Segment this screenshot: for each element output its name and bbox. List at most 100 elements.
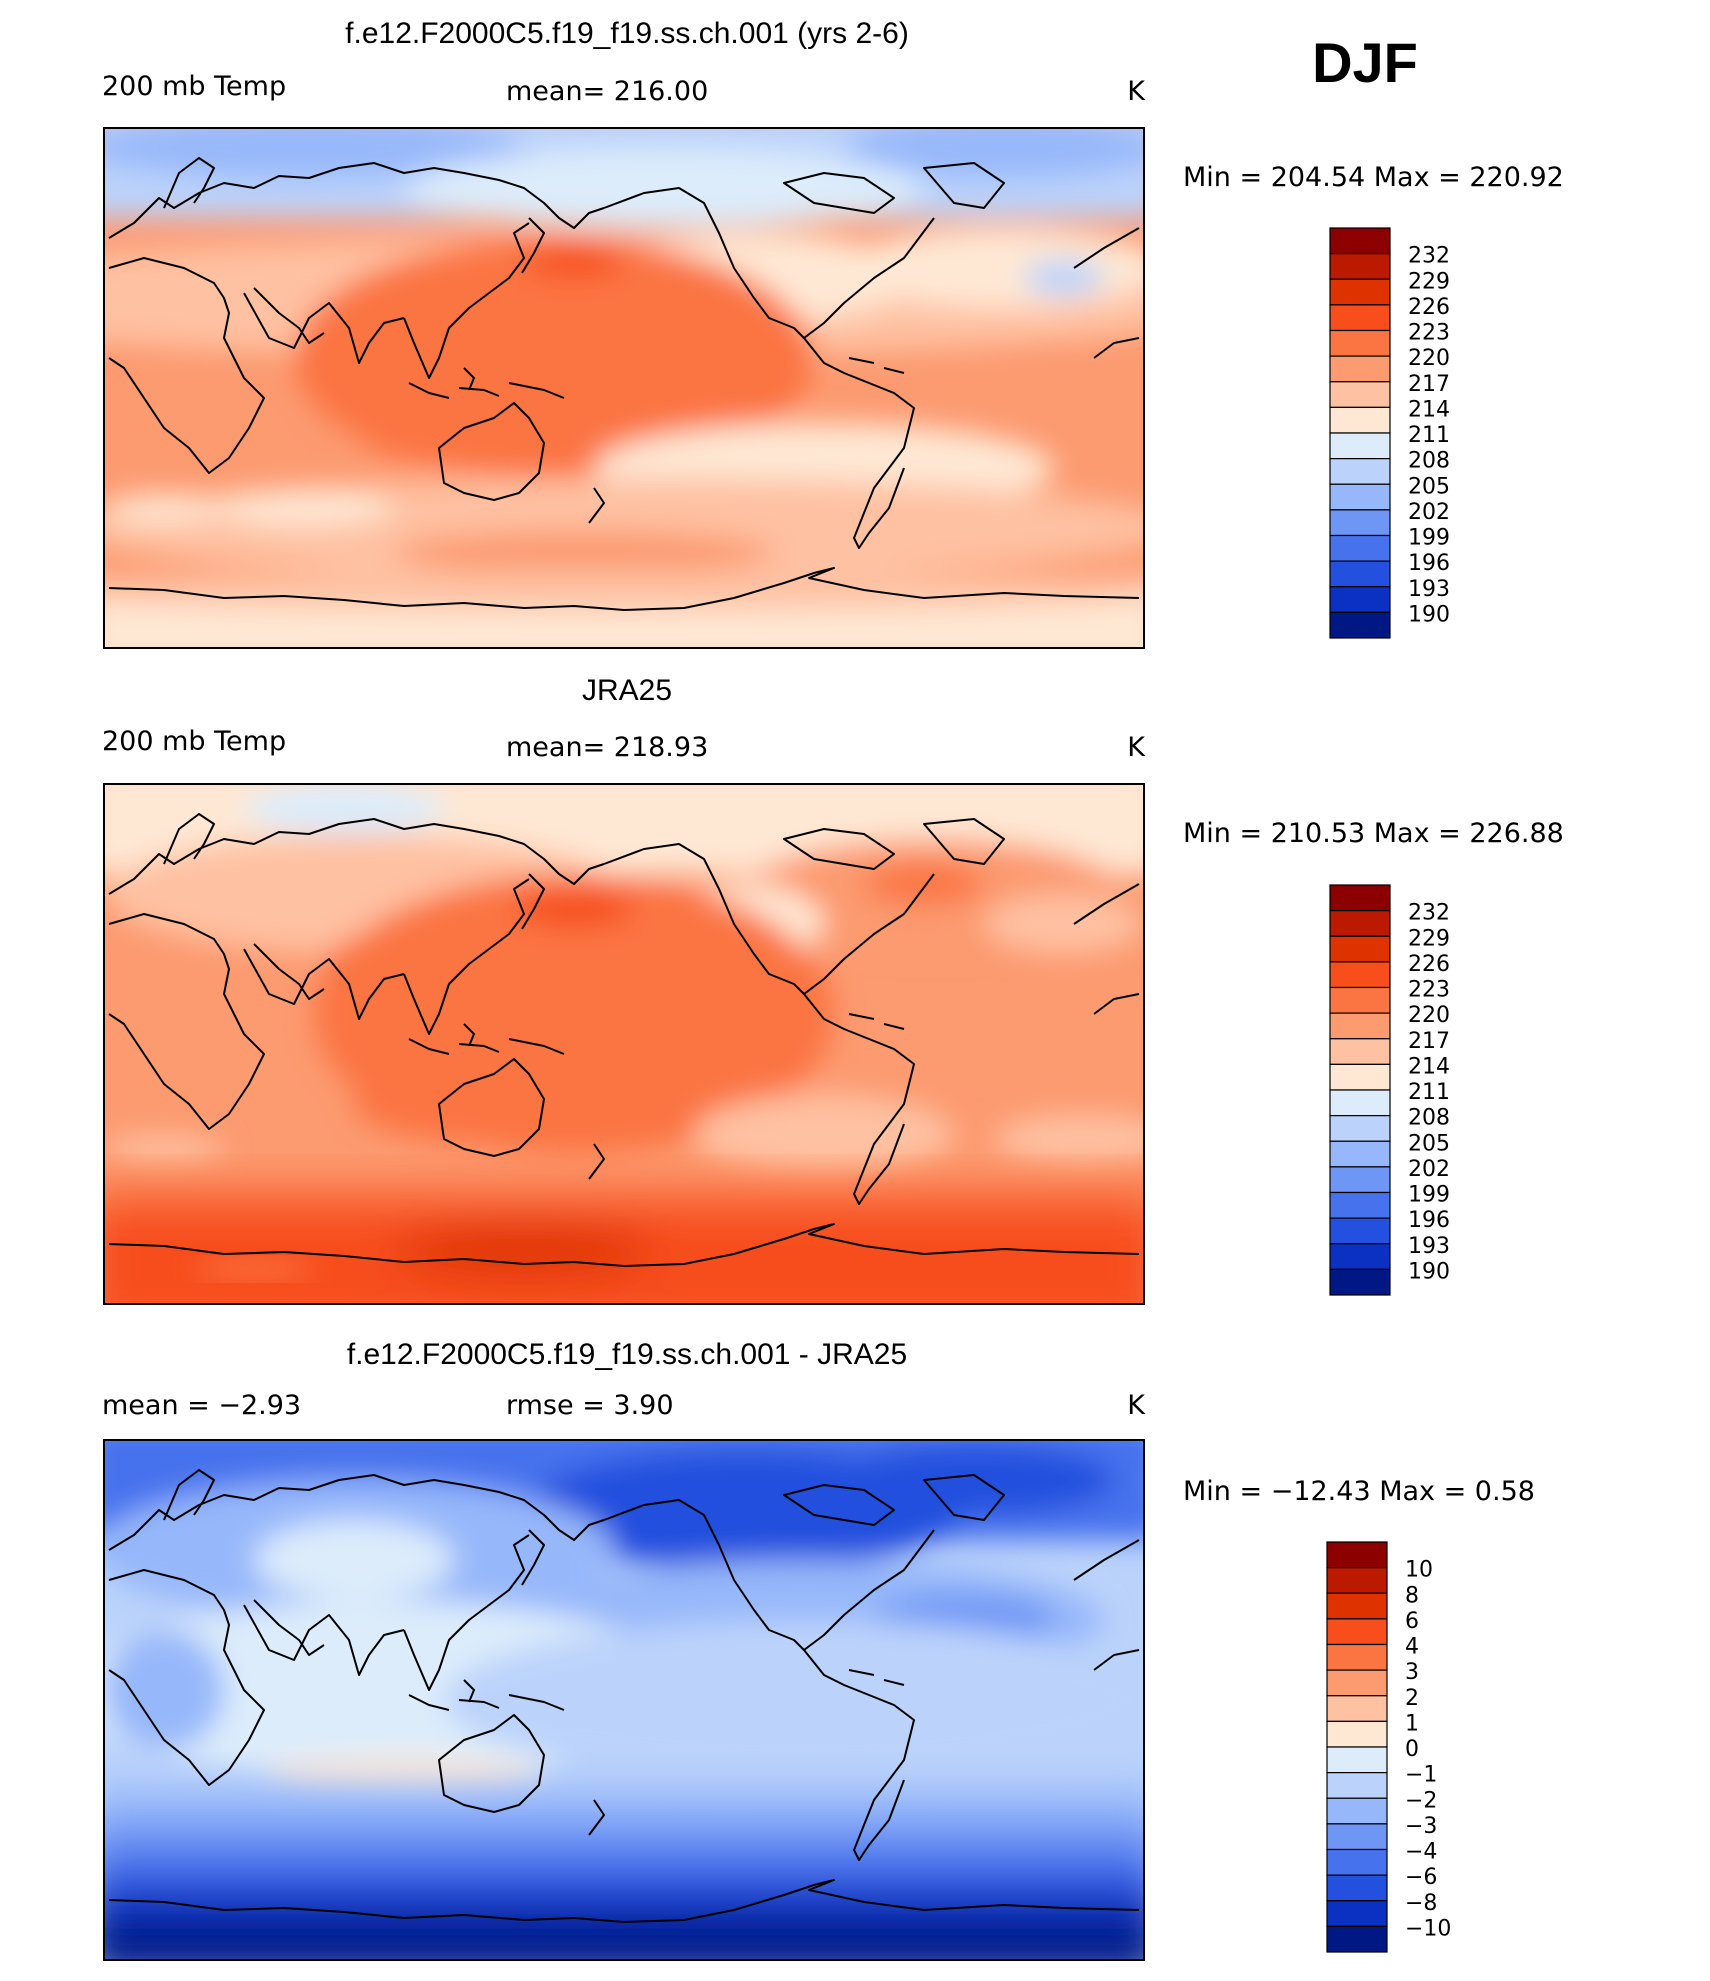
colorbar-tick-label: −4 [1405, 1840, 1437, 1865]
panel-3-center-label: rmse = 3.90 [506, 1390, 674, 1421]
colorbar-tick-label: 229 [1408, 926, 1450, 951]
colorbar-box [1329, 534, 1391, 562]
colorbar-box [1326, 1874, 1388, 1902]
colorbar-tick-label: 232 [1408, 244, 1450, 269]
colorbar-box [1326, 1925, 1388, 1953]
colorbar-tick-label: 190 [1408, 1259, 1450, 1284]
colorbar-box [1329, 458, 1391, 485]
colorbar-box [1329, 1089, 1391, 1117]
colorbar-tick-label: 193 [1408, 577, 1450, 602]
colorbar-box [1326, 1592, 1388, 1620]
colorbar-tick-label: 4 [1405, 1635, 1419, 1660]
colorbar-tick-label: 196 [1408, 551, 1450, 576]
colorbar-box [1329, 278, 1391, 306]
colorbar-box [1329, 935, 1391, 963]
colorbar-box [1329, 304, 1391, 332]
colorbar-tick-label: 199 [1408, 1183, 1450, 1208]
colorbar-panel-2: 2322292262232202172142112082052021991961… [1329, 884, 1450, 1296]
colorbar-box [1329, 329, 1391, 357]
colorbar-box [1329, 586, 1391, 613]
season-label: DJF [1312, 31, 1418, 94]
colorbar-box [1329, 1217, 1391, 1245]
panel-1-minmax: Min = 204.54 Max = 220.92 [1183, 162, 1564, 193]
panel-3-minmax: Min = −12.43 Max = 0.58 [1183, 1476, 1535, 1507]
colorbar-box [1329, 1115, 1391, 1142]
colorbar-box [1326, 1669, 1388, 1697]
colorbar-tick-label: 193 [1408, 1234, 1450, 1259]
colorbar-box [1329, 560, 1391, 588]
colorbar-tick-label: 6 [1405, 1609, 1419, 1634]
colorbar-box [1326, 1618, 1388, 1646]
colorbar-box [1329, 1063, 1391, 1091]
colorbar-box [1329, 355, 1391, 383]
colorbar-box [1326, 1720, 1388, 1748]
colorbar-tick-label: 202 [1408, 500, 1450, 525]
colorbar-tick-label: 205 [1408, 474, 1450, 499]
colorbar-box [1326, 1900, 1388, 1927]
colorbar-box [1329, 1140, 1391, 1168]
panel-1-right-label: K [1127, 76, 1146, 107]
colorbar-tick-label: 217 [1408, 1029, 1450, 1054]
colorbar-box [1329, 884, 1391, 912]
colorbar-tick-label: 217 [1408, 372, 1450, 397]
colorbar-tick-label: 1 [1405, 1711, 1419, 1736]
colorbar-panel-1: 2322292262232202172142112082052021991961… [1329, 227, 1450, 639]
colorbar-box [1326, 1643, 1388, 1671]
colorbar-box [1329, 611, 1391, 639]
colorbar-box [1326, 1797, 1388, 1825]
colorbar-tick-label: 220 [1408, 346, 1450, 371]
colorbar-box [1329, 406, 1391, 434]
panel-2-center-label: mean= 218.93 [506, 732, 708, 763]
colorbar-box [1326, 1746, 1388, 1774]
panel-2-map [103, 783, 1145, 1305]
colorbar-tick-label: 0 [1405, 1737, 1419, 1762]
colorbar-tick-label: −3 [1405, 1814, 1437, 1839]
panel-2-right-label: K [1127, 732, 1146, 763]
colorbar-tick-label: 232 [1408, 901, 1450, 926]
colorbar-tick-label: 205 [1408, 1131, 1450, 1156]
colorbar-box [1329, 509, 1391, 537]
colorbar-box [1329, 253, 1391, 280]
colorbar-box [1329, 1166, 1391, 1194]
colorbar-tick-label: 199 [1408, 526, 1450, 551]
colorbar-tick-label: 8 [1405, 1583, 1419, 1608]
colorbar-tick-label: 214 [1408, 397, 1450, 422]
panel-2-title: JRA25 [582, 674, 672, 707]
panel-3-map [103, 1439, 1145, 1961]
colorbar-box [1326, 1848, 1388, 1876]
colorbar-box [1329, 961, 1391, 989]
colorbar-tick-label: 220 [1408, 1003, 1450, 1028]
colorbar-box [1329, 1191, 1391, 1219]
colorbar-box [1326, 1772, 1388, 1799]
colorbar-tick-label: 208 [1408, 449, 1450, 474]
colorbar-tick-label: 226 [1408, 952, 1450, 977]
colorbar-tick-label: 3 [1405, 1660, 1419, 1685]
panel-2-minmax: Min = 210.53 Max = 226.88 [1183, 818, 1564, 849]
colorbar-tick-label: 190 [1408, 602, 1450, 627]
colorbar-tick-label: 223 [1408, 978, 1450, 1003]
panel-3-right-label: K [1127, 1390, 1146, 1421]
colorbar-box [1326, 1567, 1388, 1594]
colorbar-box [1329, 227, 1391, 255]
colorbar-tick-label: 196 [1408, 1208, 1450, 1233]
colorbar-tick-label: 229 [1408, 269, 1450, 294]
colorbar-box [1326, 1695, 1388, 1722]
panel-1-center-label: mean= 216.00 [506, 76, 708, 107]
colorbar-box [1329, 483, 1391, 511]
colorbar-tick-label: 211 [1408, 423, 1450, 448]
colorbar-tick-label: 208 [1408, 1106, 1450, 1131]
colorbar-box [1326, 1823, 1388, 1851]
panel-1-title: f.e12.F2000C5.f19_f19.ss.ch.001 (yrs 2-6… [345, 17, 909, 50]
colorbar-tick-label: −6 [1405, 1865, 1437, 1890]
colorbar-box [1329, 1243, 1391, 1270]
panel-1-map [103, 127, 1145, 649]
colorbar-tick-label: −8 [1405, 1891, 1437, 1916]
colorbar-box [1329, 1038, 1391, 1065]
colorbar-tick-label: 211 [1408, 1080, 1450, 1105]
colorbar-tick-label: −10 [1405, 1916, 1451, 1941]
colorbar-box [1329, 432, 1391, 460]
colorbar-tick-label: 202 [1408, 1157, 1450, 1182]
colorbar-tick-label: 2 [1405, 1686, 1419, 1711]
